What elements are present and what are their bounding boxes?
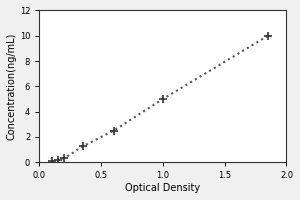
Y-axis label: Concentration(ng/mL): Concentration(ng/mL): [7, 33, 17, 140]
X-axis label: Optical Density: Optical Density: [125, 183, 200, 193]
